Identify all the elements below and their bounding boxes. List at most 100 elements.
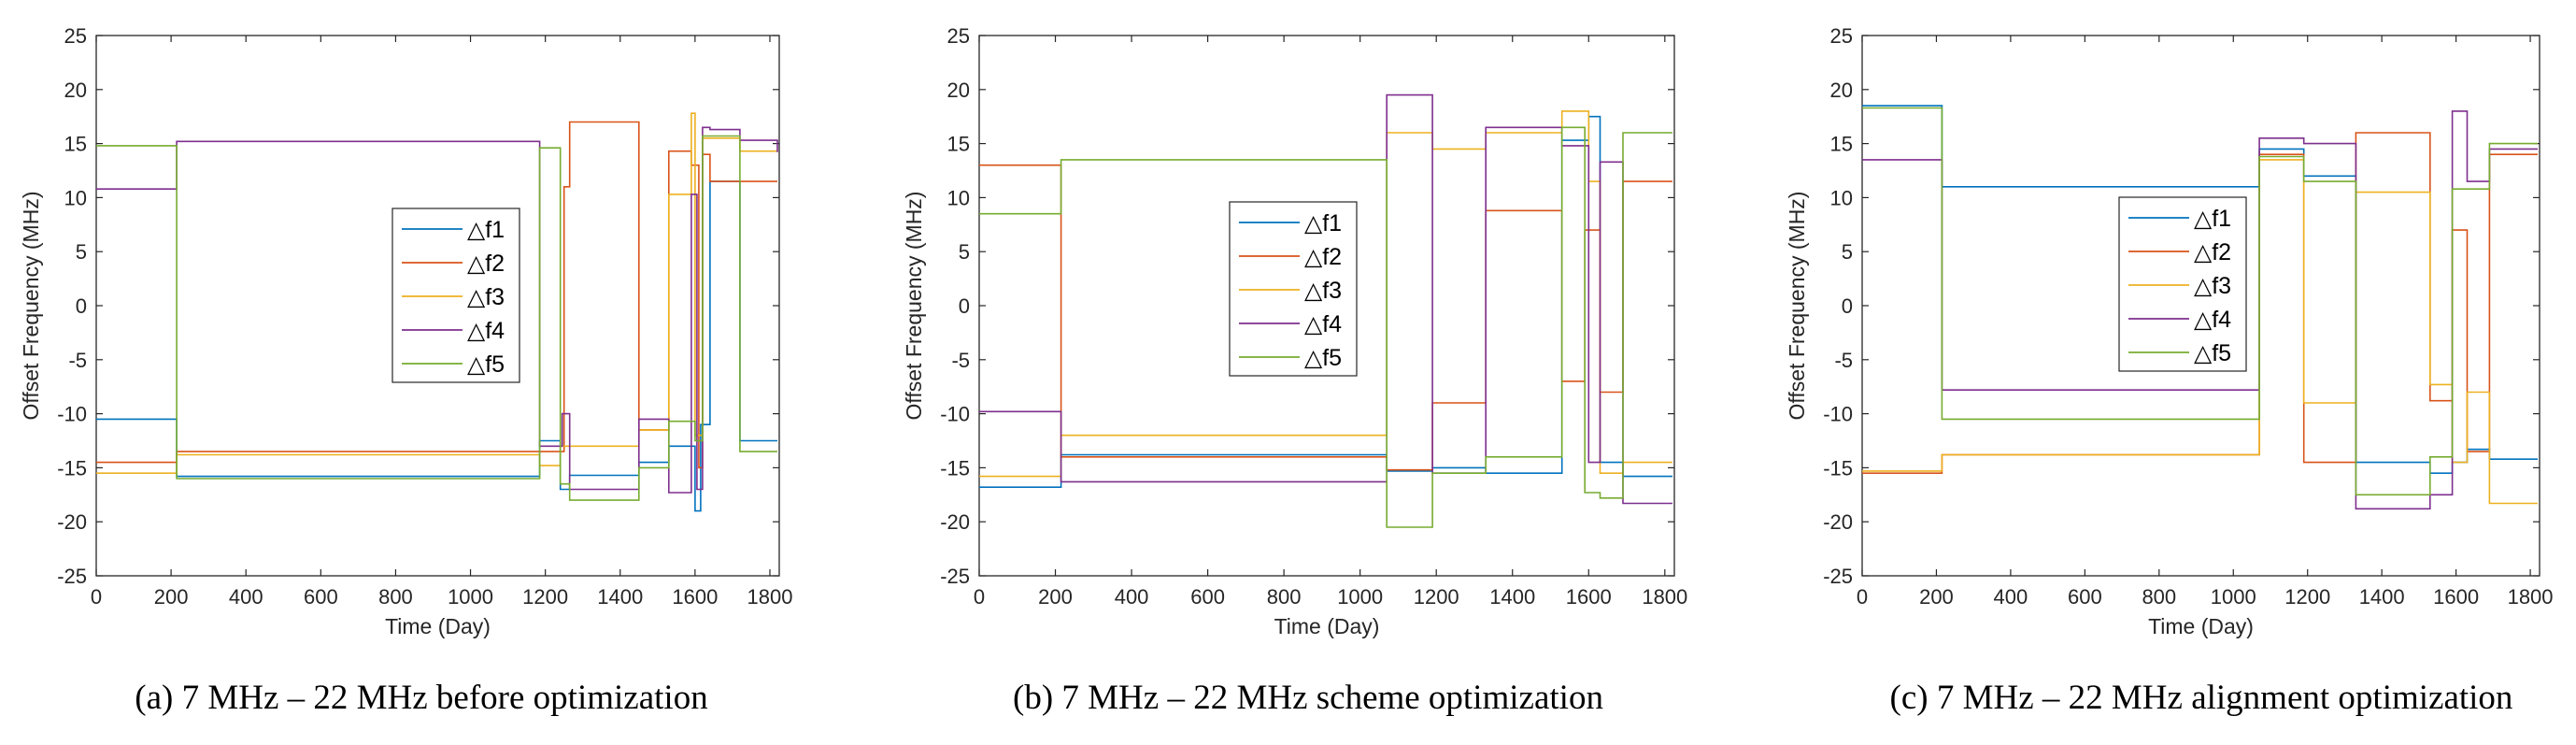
x-tick-label: 1800	[1642, 585, 1687, 609]
y-tick-label: 25	[1830, 24, 1853, 48]
x-tick-label: 400	[229, 585, 263, 609]
x-axis-label: Time (Day)	[1274, 614, 1380, 638]
x-tick-label: 200	[1919, 585, 1954, 609]
chart-panel-b: 0 200 400 600 800 1000 1200 1400 1600 1800-25-20-…	[902, 24, 1687, 638]
x-tick-label: 1600	[672, 585, 718, 609]
legend-box	[1229, 201, 1358, 377]
x-tick-label: 800	[1267, 585, 1302, 609]
x-tick-label: 600	[304, 585, 338, 609]
caption-a: (a) 7 MHz – 22 MHz before optimization	[135, 679, 707, 717]
series-line-f5-c	[1862, 107, 2538, 496]
x-tick-label: 1000	[2211, 585, 2256, 609]
x-tick-label: 400	[1115, 585, 1149, 609]
y-tick-label: 15	[1830, 133, 1853, 156]
series-line-f2-b	[979, 164, 1672, 471]
y-tick-label: -10	[1823, 403, 1853, 426]
y-tick-label: 15	[64, 133, 87, 156]
x-tick-label: 0	[91, 585, 102, 609]
legend-label-f1: △f1	[2194, 206, 2231, 232]
y-axis-label: Offset Frequency (MHz)	[902, 192, 926, 421]
legend-label-f3: △f3	[1304, 278, 1342, 304]
x-tick-label: 200	[154, 585, 189, 609]
x-tick-label: 600	[1190, 585, 1225, 609]
y-tick-label: 10	[64, 186, 87, 209]
y-tick-label: 5	[1842, 240, 1853, 264]
caption-b: (b) 7 MHz – 22 MHz scheme optimization	[1013, 679, 1603, 717]
series-line-f4-c	[1862, 110, 2538, 510]
x-axis-label: Time (Day)	[2148, 614, 2254, 638]
legend-label-f2: △f2	[1304, 244, 1342, 270]
y-tick-label: -25	[1823, 565, 1853, 588]
x-tick-label: 1200	[1414, 585, 1459, 609]
series-line-f5-b	[979, 126, 1672, 528]
y-tick-label: 20	[1830, 79, 1853, 102]
x-tick-label: 1400	[2359, 585, 2405, 609]
legend-label-f1: △f1	[467, 217, 505, 243]
x-tick-label: 400	[1994, 585, 2028, 609]
series-line-f3-b	[979, 110, 1672, 478]
y-tick-label: 10	[1830, 186, 1853, 209]
y-tick-label: -10	[57, 403, 87, 426]
x-tick-label: 1400	[597, 585, 643, 609]
x-tick-label: 1800	[2508, 585, 2554, 609]
series-line-f1-c	[1862, 105, 2538, 474]
series-line-f3-c	[1862, 159, 2538, 505]
y-tick-label: -15	[1823, 456, 1853, 480]
series-lines-c	[1862, 105, 2538, 510]
y-tick-label: -25	[940, 565, 970, 588]
y-tick-label: 0	[1842, 294, 1853, 318]
x-tick-label: 1000	[1337, 585, 1383, 609]
caption-c: (c) 7 MHz – 22 MHz alignment optimizatio…	[1890, 679, 2513, 717]
y-tick-label: 0	[76, 294, 87, 318]
y-tick-label: 5	[959, 240, 970, 264]
y-tick-label: -15	[57, 456, 87, 480]
x-tick-label: 1000	[448, 585, 493, 609]
legend-label-f3: △f3	[467, 284, 505, 310]
chart-panel-a: 0 200 400 600 800 1000 1200 1400 1600 1800-25-20-…	[19, 24, 792, 638]
legend-a: △f1 △f2 △f3 △f4 △f5	[391, 208, 520, 383]
y-tick-label: 25	[64, 24, 87, 48]
y-tick-label: -5	[1834, 349, 1853, 372]
x-tick-label: 1600	[1566, 585, 1612, 609]
x-tick-label: 0	[974, 585, 985, 609]
y-tick-label: 20	[64, 79, 87, 102]
y-tick-label: -20	[57, 510, 87, 534]
y-tick-label: 15	[947, 133, 970, 156]
x-tick-label: 600	[2068, 585, 2102, 609]
legend-label-f3: △f3	[2194, 273, 2231, 299]
x-tick-label: 200	[1038, 585, 1073, 609]
x-tick-label: 800	[2142, 585, 2176, 609]
legend-b: △f1 △f2 △f3 △f4 △f5	[1229, 201, 1358, 377]
x-tick-label: 1200	[522, 585, 568, 609]
y-tick-label: 5	[76, 240, 87, 264]
y-tick-label: 10	[947, 186, 970, 209]
legend-label-f2: △f2	[2194, 239, 2231, 265]
y-tick-label: -25	[57, 565, 87, 588]
chart-panel-c: 0 200 400 600 800 1000 1200 1400 1600 1800-25-20-…	[1785, 24, 2554, 638]
x-tick-label: 1600	[2433, 585, 2479, 609]
x-tick-label: 800	[378, 585, 413, 609]
legend-label-f5: △f5	[2194, 340, 2231, 366]
legend-label-f4: △f4	[2194, 307, 2231, 333]
legend-box	[2118, 196, 2247, 372]
y-tick-label: 25	[947, 24, 970, 48]
y-tick-label: 20	[947, 79, 970, 102]
legend-c: △f1 △f2 △f3 △f4 △f5	[2118, 196, 2247, 372]
legend-label-f5: △f5	[467, 351, 505, 378]
legend-label-f4: △f4	[1304, 311, 1342, 337]
legend-label-f1: △f1	[1304, 210, 1342, 236]
y-tick-label: -10	[940, 403, 970, 426]
series-line-f4-b	[979, 93, 1672, 505]
legend-label-f5: △f5	[1304, 345, 1342, 371]
y-tick-label: -5	[951, 349, 970, 372]
x-tick-label: 0	[1857, 585, 1868, 609]
y-tick-label: -5	[68, 349, 87, 372]
y-tick-label: -15	[940, 456, 970, 480]
y-tick-label: -20	[1823, 510, 1853, 534]
y-axis-label: Offset Frequency (MHz)	[1785, 192, 1809, 421]
legend-label-f4: △f4	[467, 318, 505, 344]
series-line-f5-a	[96, 135, 777, 501]
x-tick-label: 1400	[1489, 585, 1535, 609]
series-line-f1-b	[979, 115, 1672, 488]
x-axis-label: Time (Day)	[385, 614, 491, 638]
